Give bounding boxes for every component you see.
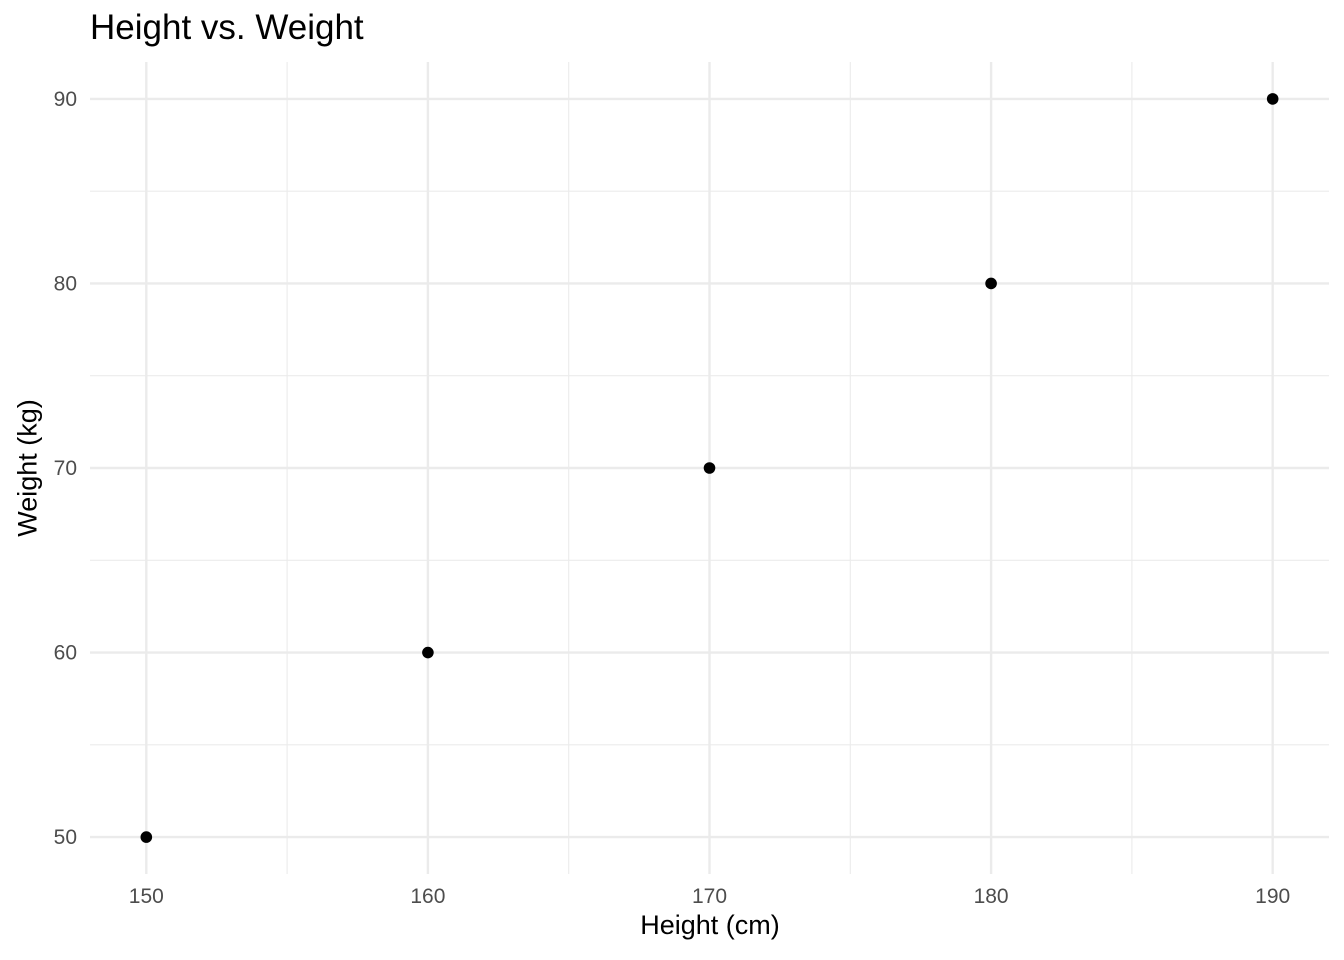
data-point-4: [1266, 93, 1279, 105]
x-tick-labels: 150 160 170 180 190: [129, 885, 1290, 908]
data-point-3: [985, 277, 997, 290]
y-axis-label: Weight (kg): [12, 399, 43, 537]
x-tick-label-0: 150: [129, 885, 164, 908]
chart-title: Height vs. Weight: [90, 8, 364, 47]
data-points: [140, 93, 1279, 843]
y-tick-label-3: 80: [54, 272, 77, 295]
data-point-0: [140, 831, 153, 843]
x-tick-label-3: 180: [974, 885, 1009, 908]
y-tick-labels: 50 60 70 80 90: [54, 88, 77, 849]
data-point-1: [422, 646, 434, 659]
y-tick-label-1: 60: [54, 642, 77, 665]
x-tick-label-2: 170: [692, 885, 727, 908]
x-tick-label-4: 190: [1255, 885, 1290, 908]
y-tick-label-0: 50: [54, 826, 77, 849]
y-tick-label-4: 90: [54, 88, 77, 111]
x-axis-label: Height (cm): [640, 910, 780, 940]
data-point-2: [703, 462, 716, 474]
x-tick-label-1: 160: [410, 885, 445, 908]
y-tick-label-2: 70: [54, 457, 77, 480]
